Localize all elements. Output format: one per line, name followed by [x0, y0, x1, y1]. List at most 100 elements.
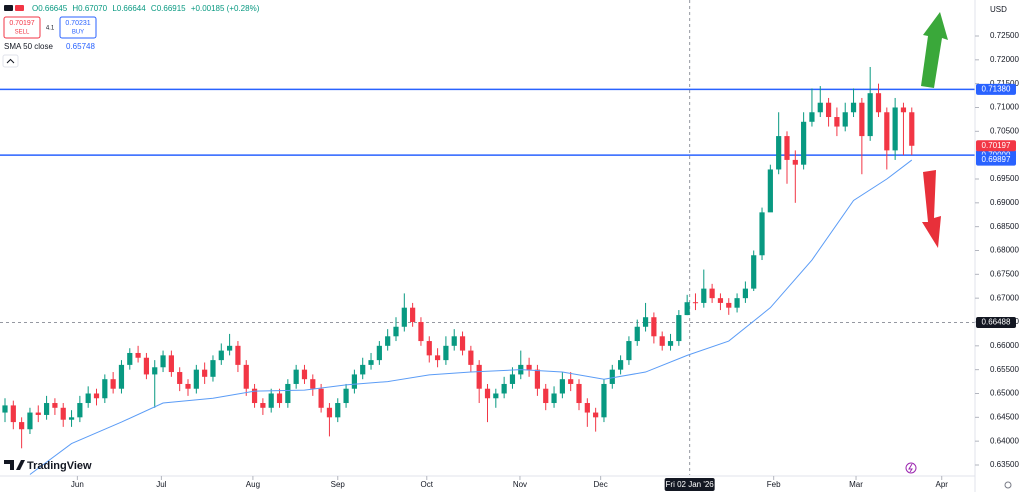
candle-body — [817, 102, 823, 113]
candle-body — [801, 121, 807, 165]
candle-body — [593, 412, 599, 418]
crosshair-date-box — [664, 478, 715, 491]
candle-body — [501, 383, 507, 394]
candle-body — [534, 369, 541, 389]
candle-body — [143, 357, 150, 375]
buy-label: BUY — [72, 30, 84, 36]
candle-body — [93, 393, 100, 399]
y-tick-label: 0.67500 — [990, 269, 1019, 278]
candle-body — [609, 369, 615, 384]
candle-body — [543, 388, 549, 404]
candle-body — [443, 345, 449, 361]
candle-body — [77, 403, 83, 418]
indicator-price-label-box — [976, 154, 1016, 166]
spread: 4.1 — [46, 26, 55, 32]
candle-body — [60, 407, 66, 420]
candle-body — [676, 315, 682, 342]
candle-body — [343, 388, 349, 404]
candle-body — [701, 288, 707, 303]
indicator-value: 0.65748 — [66, 42, 95, 51]
crosshair-price-label: 0.66488 — [982, 318, 1011, 327]
y-tick-label: 0.69500 — [990, 174, 1019, 183]
candle-body — [884, 112, 890, 151]
candle-body — [626, 341, 632, 361]
candle-body — [251, 388, 258, 404]
candle-body — [68, 417, 75, 420]
event-icon[interactable] — [905, 462, 917, 474]
x-tick-label: Jul — [156, 480, 166, 489]
candle-body — [110, 379, 116, 389]
candle-body — [202, 369, 208, 377]
ohlc-high: H0.67070 — [72, 4, 107, 13]
candle-body — [235, 345, 241, 365]
candle-body — [135, 352, 141, 358]
candle-body — [468, 350, 474, 365]
y-tick-label: 0.72500 — [990, 31, 1019, 40]
candle-body — [410, 307, 416, 322]
candle-body — [842, 112, 848, 127]
x-tick-label: Dec — [594, 480, 608, 489]
candle-body — [742, 288, 748, 299]
y-tick-label: 0.68500 — [990, 222, 1019, 231]
candle-body — [376, 345, 382, 361]
candle-body — [152, 367, 158, 375]
candle-body — [227, 345, 233, 351]
candle-body — [875, 93, 882, 113]
candle-body — [618, 360, 624, 370]
candle-body — [784, 136, 790, 160]
candle-body — [160, 355, 166, 368]
candle-body — [168, 355, 174, 373]
candle-body — [43, 403, 50, 415]
y-tick-label: 0.64000 — [990, 436, 1019, 445]
buy-button[interactable] — [59, 16, 97, 39]
plot-area — [0, 0, 975, 475]
candle-body — [52, 403, 58, 408]
sell-button[interactable] — [3, 16, 41, 39]
up-arrow — [921, 12, 948, 88]
candle-body — [892, 107, 898, 151]
candle-body — [285, 383, 291, 404]
candle-body — [526, 364, 532, 370]
candle-body — [301, 369, 308, 380]
settings-icon[interactable] — [1004, 481, 1012, 489]
indicator-name: SMA 50 close — [4, 42, 53, 51]
candle-body — [326, 407, 333, 418]
candle-body — [776, 136, 782, 170]
candle-body — [659, 336, 665, 346]
candle-body — [426, 341, 432, 356]
candle-body — [2, 405, 8, 413]
candle-body — [385, 336, 391, 346]
y-tick-label: 0.68000 — [990, 246, 1019, 255]
candle-body — [692, 302, 699, 304]
event-bolt — [908, 463, 913, 473]
candle-body — [401, 307, 407, 327]
candle-body — [218, 350, 224, 361]
candle-body — [243, 364, 249, 389]
x-tick-label: Oct — [421, 480, 434, 489]
candle-body — [734, 298, 740, 308]
collapse-button[interactable] — [2, 54, 19, 68]
currency: USD — [990, 5, 1007, 14]
y-tick-label: 0.65000 — [990, 389, 1019, 398]
candle-body — [260, 403, 266, 408]
candle-body — [867, 93, 873, 137]
candle-body — [568, 379, 574, 384]
ohlc-change: +0.00185 (+0.28%) — [191, 4, 260, 13]
level-label-box — [976, 83, 1016, 95]
candle-body — [767, 169, 773, 213]
y-tick-label: 0.72000 — [990, 55, 1019, 64]
down-arrow — [922, 170, 941, 248]
candle-body — [809, 112, 815, 122]
candle-body — [35, 412, 41, 415]
symbol-icon — [15, 5, 24, 11]
symbol-icon — [4, 5, 13, 11]
candle-body — [667, 341, 674, 346]
candle-body — [859, 102, 865, 137]
candle-body — [642, 317, 649, 327]
y-tick-label: 0.71500 — [990, 79, 1019, 88]
ohlc-close: C0.66915 — [151, 4, 186, 13]
last-price-label: 0.70197 — [982, 141, 1011, 150]
candle-body — [293, 369, 299, 384]
candle-body — [900, 107, 907, 113]
x-tick-label: Nov — [513, 480, 527, 489]
